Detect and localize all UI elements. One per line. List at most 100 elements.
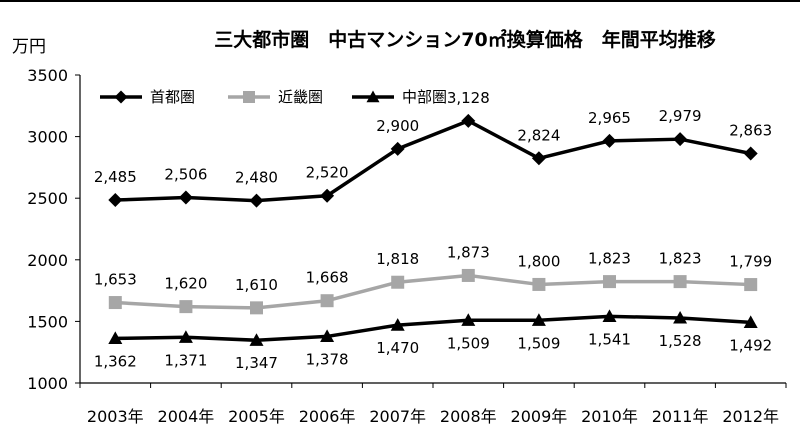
data-label: 1,492: [729, 336, 772, 354]
data-label: 2,863: [729, 121, 772, 139]
data-point: [320, 188, 335, 203]
data-point: [743, 146, 758, 161]
legend: 首都圏 近畿圏 中部圏: [100, 88, 447, 106]
legend-item: 近畿圏: [228, 88, 323, 106]
legend-label: 首都圏: [150, 88, 195, 106]
data-point: [114, 90, 128, 104]
data-point: [673, 310, 688, 324]
data-label: 1,371: [164, 351, 207, 369]
data-label: 2,965: [588, 109, 631, 127]
x-tick-label: 2006年: [299, 407, 356, 426]
series-line: [115, 119, 752, 203]
data-label: 1,509: [517, 334, 560, 352]
data-point: [249, 333, 264, 346]
y-tick-label: 2000: [27, 251, 68, 270]
y-tick-label: 3000: [27, 128, 68, 147]
legend-label: 近畿圏: [278, 88, 323, 106]
x-tick-label: 2012年: [722, 407, 779, 426]
data-point: [178, 330, 193, 343]
data-point: [320, 294, 334, 308]
y-tick-label: 1500: [27, 312, 68, 331]
data-label: 2,824: [517, 126, 560, 144]
data-point: [243, 91, 255, 103]
y-axis-unit: 万円: [12, 37, 46, 57]
axes: [75, 74, 787, 388]
chart-title: 三大都市圏 中古マンション70㎡換算価格 年間平均推移: [214, 28, 715, 51]
data-point: [744, 278, 758, 292]
data-point: [602, 309, 617, 322]
data-label: 1,653: [94, 271, 137, 289]
data-point: [531, 151, 546, 166]
x-tick-label: 2004年: [158, 407, 215, 426]
x-tick-label: 2008年: [440, 407, 497, 426]
data-point: [531, 313, 546, 326]
data-point: [179, 300, 193, 314]
data-label: 2,506: [164, 165, 207, 183]
data-label: 1,823: [659, 250, 702, 268]
data-point: [249, 193, 264, 208]
legend-item: 首都圏: [100, 88, 195, 106]
data-label: 1,378: [306, 350, 349, 368]
data-label: 1,610: [235, 276, 278, 294]
data-point: [532, 277, 546, 291]
data-point: [250, 301, 263, 315]
data-label: 1,823: [588, 250, 631, 268]
series-layer: 2,485 2,506 2,480 2,520 2,900 3,128 2,824 2,965…: [94, 89, 772, 372]
data-label: 1,668: [306, 269, 349, 287]
data-point: [390, 318, 405, 331]
series-line: [115, 314, 751, 342]
y-tick-label: 1000: [27, 374, 68, 393]
series-1: 2,485 2,506 2,480 2,520 2,900 3,128 2,824 2,965…: [94, 89, 772, 208]
x-tick-labels: 2003年 2004年 2005年 2006年 2007年 2008年 2009年 2010年…: [87, 407, 779, 426]
data-label: 1,818: [376, 250, 419, 268]
data-label: 1,799: [729, 253, 772, 271]
legend-item: 中部圏: [352, 88, 447, 106]
x-tick-label: 2009年: [511, 407, 568, 426]
data-label: 2,979: [659, 107, 702, 125]
x-tick-label: 2010年: [581, 407, 638, 426]
legend-label: 中部圏: [402, 88, 447, 106]
data-point: [603, 275, 616, 289]
data-point: [673, 132, 688, 147]
data-label: 1,509: [447, 334, 490, 352]
top-border-line: [0, 0, 800, 2]
data-point: [602, 133, 617, 148]
data-point: [178, 190, 193, 205]
data-label: 1,873: [447, 243, 490, 261]
data-point: [108, 331, 123, 345]
y-tick-labels: 1000 1500 2000 2500 3000 3500: [27, 66, 68, 393]
x-tick-label: 2005年: [228, 407, 285, 426]
data-point: [390, 141, 405, 156]
data-point: [461, 313, 476, 326]
data-label: 2,900: [376, 117, 419, 135]
series-3: 1,362 1,371 1,347 1,378 1,470 1,509 1,509 1,541…: [94, 309, 772, 372]
data-label: 1,541: [588, 330, 631, 348]
x-tick-label: 2007年: [369, 407, 426, 426]
data-point: [320, 329, 335, 343]
data-point: [461, 268, 475, 282]
data-point: [391, 275, 405, 289]
data-point: [108, 193, 123, 208]
data-label: 2,480: [235, 169, 278, 187]
data-point: [743, 315, 758, 328]
y-tick-label: 3500: [27, 66, 68, 85]
series-2: 1,653 1,620 1,610 1,668 1,818 1,873 1,800 1,823…: [94, 243, 772, 315]
data-label: 1,347: [235, 354, 278, 372]
data-label: 2,520: [306, 164, 349, 182]
data-label: 1,528: [659, 332, 702, 350]
series-line: [115, 273, 751, 310]
data-label: 1,620: [164, 275, 207, 293]
x-tick-label: 2011年: [652, 407, 709, 426]
data-point: [461, 113, 476, 128]
x-tick-label: 2003年: [87, 407, 144, 426]
data-label: 1,800: [517, 252, 560, 270]
data-label: 3,128: [447, 89, 490, 107]
y-tick-label: 2500: [27, 189, 68, 208]
data-point: [108, 296, 122, 310]
data-label: 1,362: [94, 352, 137, 370]
data-label: 2,485: [94, 168, 137, 186]
data-label: 1,470: [376, 339, 419, 357]
data-point: [366, 90, 380, 103]
